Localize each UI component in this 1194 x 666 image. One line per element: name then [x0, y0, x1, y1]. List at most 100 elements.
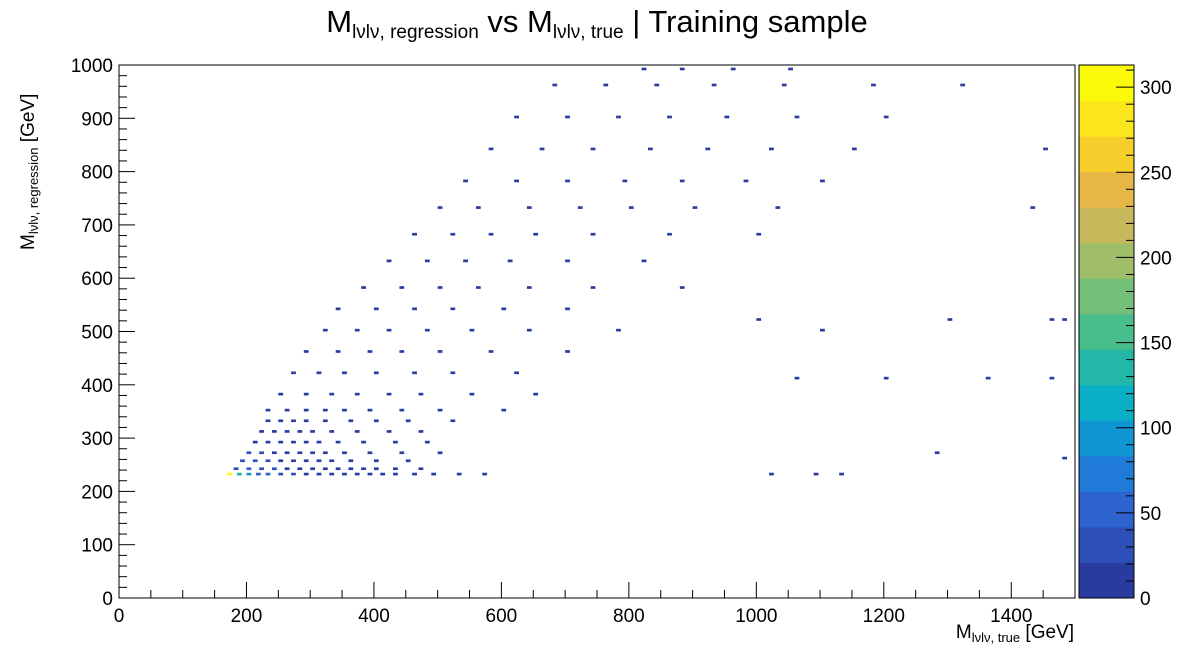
heatmap-bin: [450, 232, 456, 236]
heatmap-bin: [259, 467, 264, 471]
colorbar-segment: [1079, 562, 1134, 599]
colorbar-segment: [1079, 384, 1134, 421]
heatmap-bin: [278, 440, 284, 444]
heatmap-bin: [418, 467, 424, 471]
heatmap-bin: [412, 232, 417, 236]
heatmap-bin: [769, 147, 774, 151]
heatmap-bin: [236, 472, 242, 476]
heatmap-bin: [316, 459, 322, 463]
heatmap-bin: [361, 286, 366, 289]
heatmap-bin: [794, 115, 800, 119]
heatmap-bin: [724, 115, 730, 119]
heatmap-bin: [342, 472, 347, 476]
heatmap-bin: [628, 206, 634, 209]
heatmap-bin: [399, 286, 405, 289]
heatmap-bin: [316, 371, 322, 375]
heatmap-bin: [354, 328, 360, 332]
heatmap-bin: [794, 376, 800, 380]
heatmap-bin: [475, 206, 481, 209]
heatmap-bin: [354, 430, 360, 433]
colorbar-segment: [1079, 207, 1134, 244]
colorbar-tick-label: 100: [1140, 419, 1172, 440]
heatmap-bin: [647, 147, 653, 151]
heatmap-bin: [278, 419, 284, 423]
heatmap-bin: [526, 328, 532, 332]
heatmap-bin: [316, 440, 322, 444]
heatmap-bin: [259, 430, 264, 433]
heatmap-bin: [393, 467, 398, 471]
heatmap-bin: [303, 350, 309, 353]
heatmap-bin: [985, 376, 991, 380]
heatmap-bin: [271, 451, 277, 455]
heatmap-bin: [291, 371, 296, 375]
colorbar-segment: [1079, 526, 1134, 563]
heatmap-bin: [373, 467, 379, 471]
colorbar-segment: [1079, 420, 1134, 457]
heatmap-bin: [463, 179, 468, 183]
heatmap-bin: [711, 83, 717, 87]
heatmap-bin: [291, 459, 296, 463]
heatmap-bin: [871, 83, 876, 87]
colorbar-tick-label: 200: [1140, 248, 1172, 269]
heatmap-bin: [361, 467, 366, 471]
x-tick-label: 1200: [863, 606, 905, 627]
heatmap-bin: [380, 472, 386, 476]
heatmap-bin: [373, 459, 379, 463]
heatmap-bin: [450, 419, 456, 423]
heatmap-bin: [303, 392, 309, 396]
heatmap-bin: [367, 350, 373, 353]
heatmap-bin: [488, 350, 494, 353]
y-axis-label: Mlνlν, regression [GeV]: [18, 93, 41, 250]
heatmap-bin: [641, 67, 647, 71]
heatmap-bin: [303, 408, 309, 412]
heatmap-bin: [342, 451, 347, 455]
heatmap-bin: [335, 467, 341, 471]
heatmap-bin: [603, 83, 609, 87]
heatmap-bin: [412, 371, 417, 375]
heatmap-bin: [322, 408, 328, 412]
colorbar-segment: [1079, 491, 1134, 528]
heatmap-bin: [616, 328, 621, 332]
heatmap-bin: [654, 83, 660, 87]
colorbar-tick-label: 250: [1140, 163, 1172, 184]
heatmap-bin: [348, 459, 354, 463]
colorbar-segment: [1079, 455, 1134, 492]
heatmap-bin: [820, 328, 825, 332]
heatmap-bin: [775, 206, 781, 209]
heatmap-bin: [310, 467, 315, 471]
heatmap-bin: [679, 179, 685, 183]
heatmap-bin: [246, 451, 252, 455]
heatmap-bin: [265, 408, 271, 412]
heatmap-bin: [316, 472, 322, 476]
heatmap-bin: [303, 459, 309, 463]
heatmap-bin: [405, 419, 411, 423]
heatmap-bin: [781, 83, 787, 87]
heatmap-bin: [393, 440, 398, 444]
heatmap-bin: [463, 259, 468, 263]
heatmap-bin: [361, 440, 366, 444]
heatmap-bin: [1062, 456, 1068, 460]
heatmap-bin: [431, 472, 437, 476]
heatmap-bin: [507, 259, 513, 263]
colorbar-segment: [1079, 65, 1134, 102]
heatmap-bin: [367, 451, 373, 455]
heatmap-bin: [310, 430, 315, 433]
heatmap-bin: [437, 350, 443, 353]
heatmap-bin: [329, 392, 335, 396]
heatmap-bin: [284, 467, 290, 471]
heatmap-bin: [450, 371, 456, 375]
heatmap-bin: [278, 472, 284, 476]
heatmap-bin: [437, 408, 443, 412]
heatmap-bin: [469, 328, 475, 332]
heatmap-bin: [246, 467, 252, 471]
colorbar-frame: [1078, 64, 1135, 599]
heatmap-bin: [265, 440, 271, 444]
heatmap-bin: [456, 472, 462, 476]
heatmap-bin: [373, 371, 379, 375]
heatmap-bin: [386, 430, 392, 433]
y-tick-label: 200: [81, 482, 113, 503]
heatmap-bin: [329, 472, 335, 476]
plot-area: [119, 65, 1075, 598]
colorbar-segment: [1079, 278, 1134, 315]
x-axis-label: Mlνlν, true [GeV]: [955, 622, 1074, 645]
